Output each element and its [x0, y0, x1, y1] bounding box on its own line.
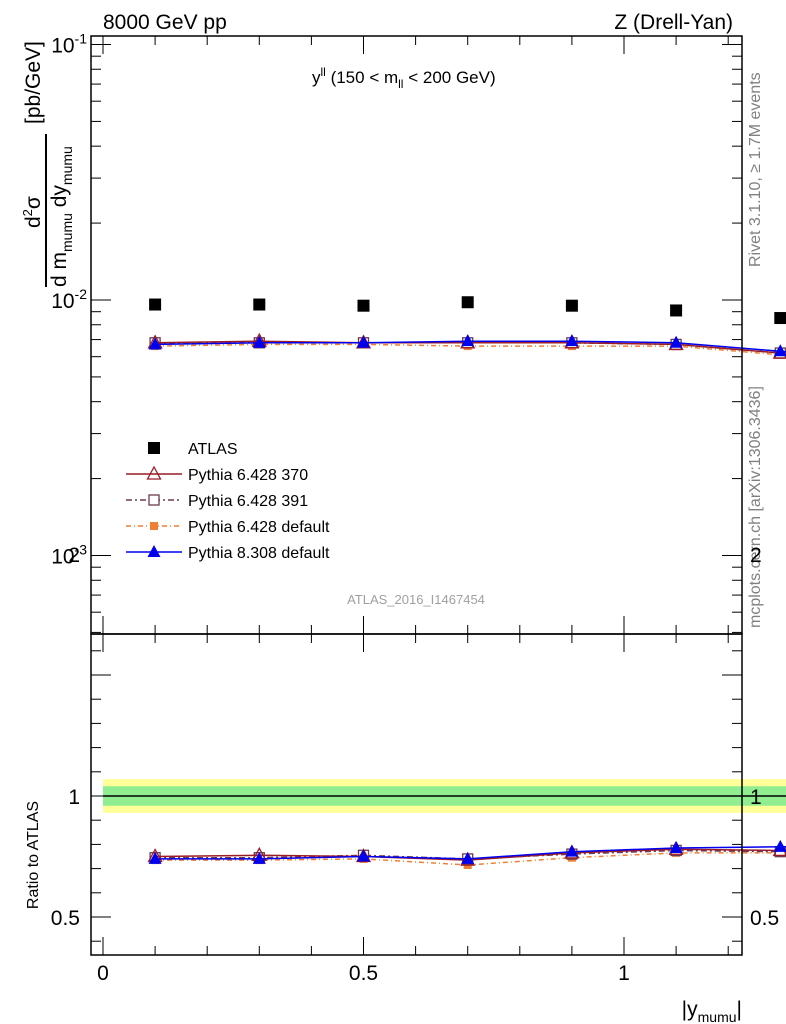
series-mc-4: [148, 334, 786, 864]
ratio-point: [148, 851, 162, 864]
data-point: [357, 299, 370, 312]
y-tick-label: 10-2: [51, 286, 87, 313]
data-point: [148, 337, 162, 350]
legend-label: ATLAS: [188, 441, 238, 458]
ratio-point: [357, 849, 370, 862]
data-point: [774, 312, 786, 325]
ratio-y-label: Ratio to ATLAS: [25, 801, 42, 909]
legend-label: Pythia 8.308 default: [188, 545, 330, 562]
legend-entry: Pythia 6.428 default: [126, 519, 330, 536]
data-point: [565, 334, 579, 347]
analysis-watermark: ATLAS_2016_I1467454: [347, 592, 485, 607]
data-point: [773, 344, 786, 357]
y-title-numerator: d2σ: [20, 196, 45, 228]
ratio-point: [669, 841, 683, 854]
ratio-frame: [90, 633, 743, 956]
series-line-main: [155, 343, 786, 357]
ratio-point: [773, 839, 786, 852]
header-right: Z (Drell-Yan): [614, 11, 733, 34]
ratio-point: [252, 851, 266, 864]
data-point: [252, 335, 266, 348]
ratio-uncertainty-band: [103, 779, 786, 813]
series-line-main: [155, 340, 786, 353]
legend-entry: Pythia 6.428 370: [126, 465, 308, 484]
data-point: [149, 298, 162, 311]
legend: ATLAS Pythia 6.428 370 Pythia 6.428 391 Pyt…: [126, 441, 330, 562]
legend-marker: [146, 465, 162, 480]
x-tick-label: 0.5: [349, 962, 378, 985]
legend-marker: [148, 442, 160, 454]
data-series: [147, 296, 786, 869]
data-point: [461, 296, 474, 309]
legend-label: Pythia 6.428 370: [188, 467, 308, 484]
ratio-tick-label-right: 2: [750, 544, 762, 567]
y-title-denominator: d mmumu dymumu: [48, 146, 75, 287]
chart-title: yll (150 < mll < 200 GeV): [312, 65, 496, 91]
x-tick-label: 0: [97, 962, 109, 985]
legend-marker: [147, 545, 161, 557]
legend-label: Pythia 6.428 391: [188, 493, 308, 510]
ratio-tick-label-left: 2: [68, 544, 80, 567]
legend-marker: [150, 522, 158, 530]
y-title-units: [pb/GeV]: [22, 41, 45, 124]
ratio-tick-label-right: 1: [750, 786, 762, 809]
ratio-tick-label-left: 0.5: [51, 907, 80, 930]
data-point: [461, 334, 475, 347]
x-tick-label: 1: [618, 962, 630, 985]
legend-label: Pythia 6.428 default: [188, 519, 330, 536]
mcplots-label: mcplots.cern.ch [arXiv:1306.3436]: [747, 386, 764, 628]
ratio-point: [565, 844, 579, 857]
legend-marker: [148, 494, 160, 506]
ratio-tick-label-right: 0.5: [750, 907, 779, 930]
legend-entry: Pythia 8.308 default: [126, 545, 330, 562]
data-point: [565, 299, 578, 312]
data-point: [357, 335, 370, 348]
data-point: [669, 335, 683, 348]
ratio-tick-label-left: 1: [68, 786, 80, 809]
data-point: [670, 304, 683, 317]
header-left: 8000 GeV pp: [103, 11, 227, 34]
ratio-point: [461, 851, 475, 864]
rivet-label: Rivet 3.1.10, ≥ 1.7M events: [747, 72, 764, 267]
legend-entry: Pythia 6.428 391: [126, 493, 308, 510]
legend-entry: ATLAS: [148, 441, 238, 458]
x-axis-title: |ymumu|: [682, 998, 742, 1024]
main-y-axis-title: d2σ d mmumu dymumu [pb/GeV]: [20, 41, 75, 287]
series-line-ratio: [155, 845, 786, 860]
series-atlas: [149, 296, 786, 325]
y-tick-label: 10-1: [51, 31, 87, 58]
y-tick-label: 10-3: [51, 542, 87, 569]
data-point: [253, 298, 266, 311]
